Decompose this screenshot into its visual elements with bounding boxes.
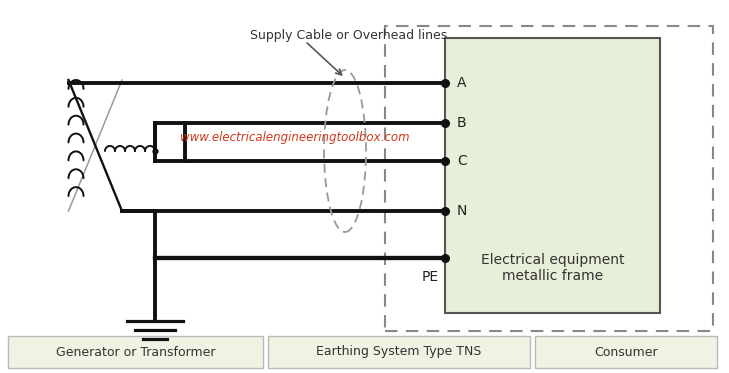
FancyBboxPatch shape — [8, 336, 263, 368]
Text: Electrical equipment
metallic frame: Electrical equipment metallic frame — [480, 253, 624, 283]
Text: C: C — [457, 154, 467, 168]
FancyBboxPatch shape — [445, 38, 660, 313]
Text: PE: PE — [422, 270, 439, 284]
FancyBboxPatch shape — [535, 336, 717, 368]
Text: www.electricalengineeringtoolbox.com: www.electricalengineeringtoolbox.com — [180, 132, 410, 144]
Text: B: B — [457, 116, 467, 130]
Text: A: A — [457, 76, 467, 90]
Text: Consumer: Consumer — [594, 345, 658, 358]
Text: Generator or Transformer: Generator or Transformer — [55, 345, 215, 358]
Text: Supply Cable or Overhead lines: Supply Cable or Overhead lines — [250, 28, 448, 41]
FancyBboxPatch shape — [268, 336, 530, 368]
Text: N: N — [457, 204, 467, 218]
Text: Earthing System Type TNS: Earthing System Type TNS — [316, 345, 482, 358]
